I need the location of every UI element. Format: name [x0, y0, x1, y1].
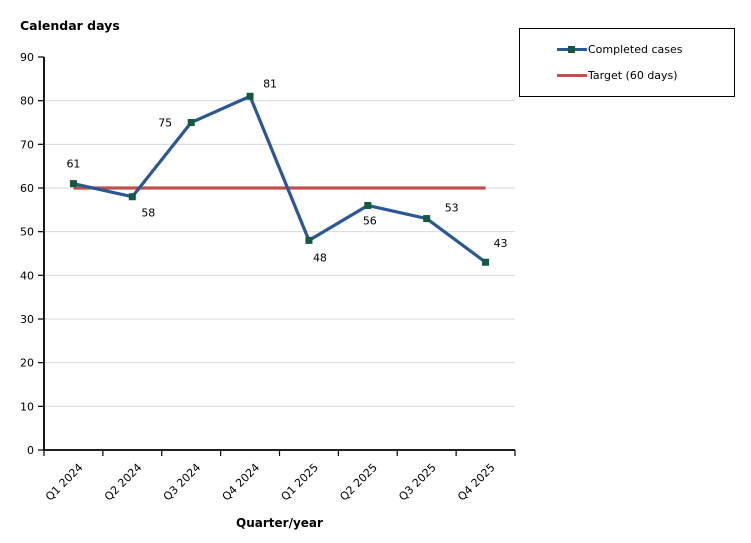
chart-title: Calendar days: [20, 18, 120, 33]
legend: Completed cases Target (60 days): [519, 28, 735, 97]
y-axis-tick-label: 90: [20, 51, 34, 64]
x-axis-category-label: Q4 2024: [220, 461, 263, 504]
x-axis-category-label: Q3 2024: [161, 461, 204, 504]
legend-label-target: Target (60 days): [588, 69, 678, 82]
data-label: 43: [494, 237, 508, 250]
data-label: 58: [141, 207, 155, 220]
y-axis-tick-label: 40: [20, 269, 34, 282]
data-point-marker: [305, 236, 313, 244]
completed-cases-line-swatch-icon: [557, 45, 587, 54]
x-axis-category-label: Q1 2024: [43, 461, 86, 504]
x-axis-category-label: Q1 2025: [279, 461, 322, 504]
y-axis-tick-label: 20: [20, 357, 34, 370]
y-axis-tick-label: 30: [20, 313, 34, 326]
axis-lines: [43, 57, 515, 451]
data-label: 75: [158, 117, 172, 130]
data-point-marker: [364, 201, 372, 209]
data-label: 56: [363, 214, 377, 227]
legend-item-completed-cases: Completed cases: [557, 43, 734, 56]
y-axis-tick-label: 50: [20, 226, 34, 239]
data-point-marker: [187, 119, 195, 126]
y-axis-tick-label: 10: [20, 400, 34, 413]
data-point-marker: [482, 258, 490, 266]
target-line-swatch-icon: [557, 71, 587, 80]
legend-item-target: Target (60 days): [557, 69, 734, 82]
x-axis-category-label: Q4 2025: [455, 461, 498, 504]
data-label: 61: [66, 158, 80, 171]
data-point-marker: [246, 92, 254, 100]
data-point-marker: [128, 193, 136, 201]
data-point-marker: [423, 215, 431, 223]
data-label: 81: [263, 77, 277, 90]
series-line: [73, 94, 487, 264]
data-point-marker: [69, 180, 77, 188]
x-axis-title: Quarter/year: [236, 516, 323, 530]
data-label: 48: [313, 251, 327, 264]
y-axis-tick-label: 80: [20, 95, 34, 108]
x-axis-category-label: Q2 2025: [337, 461, 380, 504]
y-axis-tick-label: 70: [20, 138, 34, 151]
x-axis-category-label: Q2 2024: [102, 461, 145, 504]
data-label: 53: [445, 202, 459, 215]
x-axis-category-label: Q3 2025: [396, 461, 439, 504]
legend-label-completed-cases: Completed cases: [588, 43, 683, 56]
y-axis-tick-label: 0: [27, 444, 34, 457]
y-axis-tick-label: 60: [20, 182, 34, 195]
